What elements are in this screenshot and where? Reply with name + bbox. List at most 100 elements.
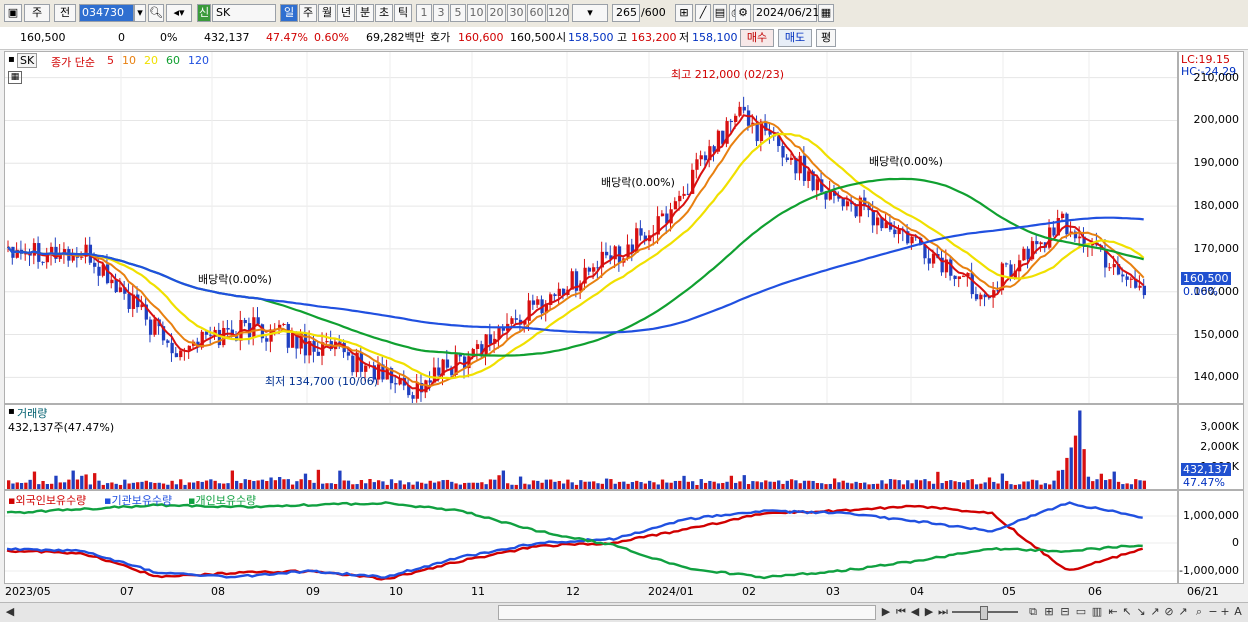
ma-legend-5[interactable]: 5 [107, 54, 114, 67]
volume-bar [7, 480, 11, 489]
speaker-icon[interactable]: ◂▾ [166, 4, 192, 22]
candle-body [600, 251, 604, 268]
period-tab-0[interactable]: 일 [280, 4, 298, 22]
font-size-icon[interactable]: A [1234, 605, 1242, 618]
search-icon[interactable]: 🔍︎ [148, 4, 164, 22]
draw-tool-icon[interactable]: ╱ [695, 4, 711, 22]
calendar-icon[interactable]: ▦ [818, 4, 834, 22]
bottom-scrollbar[interactable]: ◀ ▶ ⏮ ◀ ▶ ⏭ ⧉ ⊞ ⊟ ▭ ▥ ⇤ ↖ ↘ ↗ ⊘ ↗ ⌕ − + … [0, 602, 1248, 622]
prev-button[interactable]: 전 [54, 4, 76, 22]
volume-bar [1039, 484, 1043, 489]
tool-icon-1[interactable]: ⇤ [1108, 605, 1118, 618]
x-axis-label: 06 [1088, 585, 1102, 598]
price-chart-panel[interactable]: ▪ SK 종가 단순 5 10 20 60 120 ▦ 최고 212,000 (02/2… [4, 51, 1178, 404]
ma-legend-120[interactable]: 120 [188, 54, 209, 67]
zoom-in-icon[interactable]: + [1220, 605, 1230, 618]
x-axis-label: 2024/01 [648, 585, 694, 598]
period-tab-4[interactable]: 분 [356, 4, 374, 22]
volume-bar [88, 484, 93, 489]
holdings-legend-2[interactable]: ▪개인보유수량 [188, 494, 257, 507]
scroll-right-icon[interactable]: ▶ [881, 605, 891, 618]
candle-body [531, 300, 536, 305]
candle-body [290, 332, 295, 348]
candle-body [295, 332, 299, 349]
minute-tab-0[interactable]: 1 [416, 4, 432, 22]
stock-code-input[interactable]: 034730 [79, 4, 134, 22]
period-tab-6[interactable]: 틱 [394, 4, 412, 22]
settings-gear-icon[interactable]: ⚙ [735, 4, 751, 22]
volume-tick: 3,000K [1200, 420, 1239, 433]
sell-button[interactable]: 매도 [778, 29, 812, 47]
buy-button[interactable]: 매수 [740, 29, 774, 47]
candle-body [346, 352, 351, 356]
period-tab-3[interactable]: 년 [337, 4, 355, 22]
holdings-panel[interactable]: ▪외국인보유수량 ▪기관보유수량 ▪개인보유수량 [4, 490, 1178, 584]
minute-tab-3[interactable]: 10 [467, 4, 486, 22]
tool-icon-6[interactable]: ↗ [1178, 605, 1188, 618]
volume-chart-canvas [7, 410, 1146, 489]
prev-page-icon[interactable]: ◀ [910, 605, 920, 618]
table-toggle-icon[interactable]: ▦ [8, 71, 22, 84]
period-tab-5[interactable]: 초 [375, 4, 393, 22]
ma-legend-20[interactable]: 20 [144, 54, 158, 67]
volume-bar [579, 480, 583, 489]
ma-legend-10[interactable]: 10 [122, 54, 136, 67]
count-input[interactable]: 265 [612, 4, 640, 22]
tool-icon-3[interactable]: ↘ [1136, 605, 1146, 618]
volume-bar [604, 478, 609, 489]
scroll-left-icon[interactable]: ◀ [5, 605, 15, 618]
code-dropdown-icon[interactable]: ▾ [134, 4, 146, 22]
tool-icon-2[interactable]: ↖ [1122, 605, 1132, 618]
holdings-scale[interactable]: 1,000,000 0 -1,000,000 [1178, 490, 1244, 584]
split-icon[interactable]: ⊟ [1060, 605, 1070, 618]
candle-body [131, 294, 136, 309]
date-input[interactable]: 2024/06/21 [753, 4, 819, 22]
volume-bar [153, 482, 157, 489]
minute-tab-6[interactable]: 60 [527, 4, 546, 22]
evaluate-button[interactable]: 평 [816, 29, 836, 47]
stock-name-field[interactable]: SK [212, 4, 276, 22]
window-icon[interactable]: ▭ [1075, 605, 1087, 618]
tool-icon-5[interactable]: ⊘ [1164, 605, 1174, 618]
candle-body [196, 341, 200, 348]
zoom-out-icon[interactable]: − [1208, 605, 1218, 618]
zoom-slider-handle[interactable] [980, 606, 988, 620]
minute-tab-4[interactable]: 20 [487, 4, 506, 22]
tool-icon-4[interactable]: ↗ [1150, 605, 1160, 618]
period-tab-2[interactable]: 월 [318, 4, 336, 22]
copy-icon[interactable]: ⧉ [1029, 605, 1037, 618]
layout-icon[interactable]: ▥ [1091, 605, 1103, 618]
panel-menu-icon[interactable]: ▪ [8, 54, 15, 65]
window-menu-icon[interactable]: ▣ [4, 4, 22, 22]
high-label: 고 [617, 31, 628, 44]
period-tab-1[interactable]: 주 [299, 4, 317, 22]
minute-tab-1[interactable]: 3 [433, 4, 449, 22]
zoom-search-icon[interactable]: ⌕ [1195, 605, 1203, 618]
first-page-icon[interactable]: ⏮ [896, 605, 906, 618]
ma-legend-60[interactable]: 60 [166, 54, 180, 67]
minute-tab-7[interactable]: 120 [547, 4, 569, 22]
scroll-thumb[interactable] [498, 605, 876, 620]
holdings-legend-0[interactable]: ▪외국인보유수량 [8, 494, 87, 507]
volume-bar [1121, 484, 1125, 489]
ma-line-5 [7, 114, 1145, 392]
volume-panel-icon[interactable]: ▪ [8, 406, 15, 417]
save-icon[interactable]: ▤ [713, 4, 727, 22]
minute-tab-2[interactable]: 5 [450, 4, 466, 22]
volume-panel[interactable]: ▪ 거래량 432,137주(47.47%) [4, 404, 1178, 490]
volume-bar [93, 473, 97, 489]
overlay-icon[interactable]: ⊞ [1044, 605, 1054, 618]
volume-bar [428, 480, 432, 489]
next-page-icon[interactable]: ▶ [924, 605, 934, 618]
market-select[interactable]: 주 [24, 4, 50, 22]
last-page-icon[interactable]: ⏭ [938, 605, 948, 618]
holdings-legend-1[interactable]: ▪기관보유수량 [104, 494, 173, 507]
stock-tag[interactable]: SK [17, 53, 38, 68]
volume-bar [729, 475, 734, 489]
price-scale[interactable]: LC:19.15 HC:-24.29 210,000 200,000 190,000… [1178, 51, 1244, 404]
minute-tab-5[interactable]: 30 [507, 4, 526, 22]
interval-select[interactable]: ▾ [572, 4, 608, 22]
chart-type-icon[interactable]: ⊞ [675, 4, 693, 22]
volume-bar [316, 469, 321, 489]
